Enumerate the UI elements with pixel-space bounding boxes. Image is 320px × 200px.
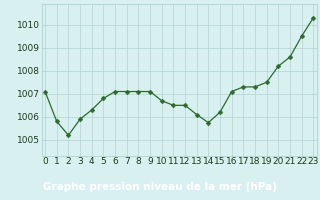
- Text: Graphe pression niveau de la mer (hPa): Graphe pression niveau de la mer (hPa): [43, 182, 277, 192]
